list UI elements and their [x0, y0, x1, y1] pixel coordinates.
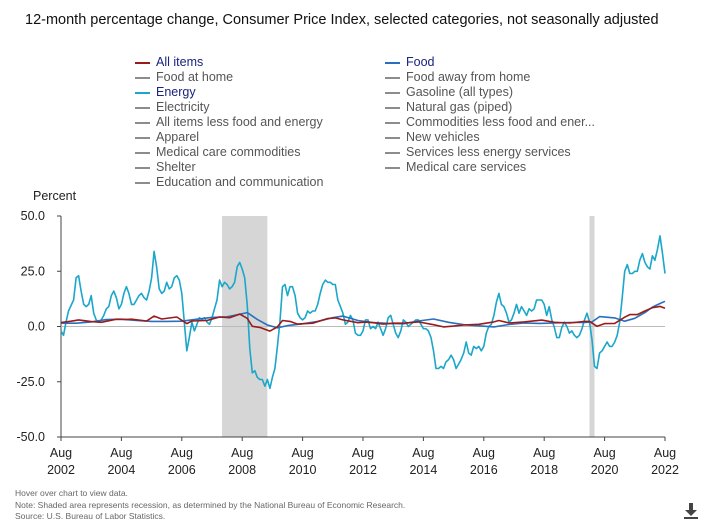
- legend-label: Energy: [156, 85, 196, 99]
- legend-swatch: [385, 151, 400, 154]
- legend-swatch: [385, 136, 400, 139]
- x-tick-month: Aug: [171, 446, 193, 460]
- recession-note: Note: Shaded area represents recession, …: [15, 499, 406, 510]
- legend-swatch: [385, 91, 400, 94]
- legend-item[interactable]: Food at home: [135, 70, 375, 85]
- legend-item[interactable]: Food away from home: [385, 70, 635, 85]
- legend-label: Services less energy services: [406, 145, 571, 159]
- y-tick-label: -50.0: [17, 430, 46, 444]
- legend-item[interactable]: Medical care services: [385, 160, 635, 175]
- legend-label: New vehicles: [406, 130, 480, 144]
- legend-swatch: [385, 166, 400, 169]
- x-tick-month: Aug: [50, 446, 72, 460]
- series-line-energy[interactable]: [60, 235, 666, 390]
- legend-label: Electricity: [156, 100, 210, 114]
- legend-item[interactable]: Commodities less food and ener...: [385, 115, 635, 130]
- y-tick-label: -25.0: [17, 375, 46, 389]
- y-tick-label: 0.0: [28, 320, 45, 334]
- x-tick-month: Aug: [473, 446, 495, 460]
- legend-item[interactable]: Apparel: [135, 130, 375, 145]
- legend-item[interactable]: Energy: [135, 85, 375, 100]
- legend-label: Food: [406, 55, 435, 69]
- legend-item[interactable]: New vehicles: [385, 130, 635, 145]
- legend-label: Natural gas (piped): [406, 100, 513, 114]
- legend-label: Commodities less food and ener...: [406, 115, 595, 129]
- series-line-food[interactable]: [61, 300, 666, 329]
- legend-swatch: [135, 151, 150, 154]
- x-tick-year: 2012: [349, 463, 377, 477]
- line-chart[interactable]: 50.0 25.0 0.0 -25.0 -50.0 Aug 2002 Aug 2004 Aug 20…: [0, 0, 715, 486]
- x-tick-month: Aug: [110, 446, 132, 460]
- legend-label: Medical care commodities: [156, 145, 301, 159]
- x-tick-year: 2018: [530, 463, 558, 477]
- legend-swatch: [135, 136, 150, 139]
- legend-swatch: [135, 106, 150, 109]
- x-tick-year: 2014: [409, 463, 437, 477]
- axes-group: 50.0 25.0 0.0 -25.0 -50.0 Aug 2002 Aug 2004 Aug 20…: [17, 209, 679, 477]
- legend-left-column: All items Food at home Energy Electricity Al…: [135, 55, 375, 190]
- x-tick-year: 2004: [107, 463, 135, 477]
- x-tick-year: 2016: [470, 463, 498, 477]
- legend-label: Medical care services: [406, 160, 527, 174]
- y-tick-label: 25.0: [21, 264, 45, 278]
- y-axis-label: Percent: [33, 189, 77, 203]
- x-tick-year: 2010: [289, 463, 317, 477]
- legend-item[interactable]: Electricity: [135, 100, 375, 115]
- legend-swatch: [135, 166, 150, 169]
- x-tick-month: Aug: [231, 446, 253, 460]
- x-tick-month: Aug: [533, 446, 555, 460]
- legend-item[interactable]: Services less energy services: [385, 145, 635, 160]
- legend-item[interactable]: Natural gas (piped): [385, 100, 635, 115]
- legend-item[interactable]: Food: [385, 55, 635, 70]
- legend-label: Gasoline (all types): [406, 85, 513, 99]
- legend-label: Shelter: [156, 160, 196, 174]
- legend-right-column: Food Food away from home Gasoline (all typ…: [385, 55, 635, 175]
- series-group: [60, 235, 666, 390]
- legend-item[interactable]: Gasoline (all types): [385, 85, 635, 100]
- x-tick-month: Aug: [654, 446, 676, 460]
- legend-swatch: [385, 121, 400, 124]
- x-tick-year: 2002: [47, 463, 75, 477]
- legend-item[interactable]: All items: [135, 55, 375, 70]
- legend-label: Food away from home: [406, 70, 531, 84]
- legend-item[interactable]: Shelter: [135, 160, 375, 175]
- legend-swatch: [385, 76, 400, 79]
- download-icon[interactable]: [683, 502, 699, 520]
- x-tick-year: 2022: [651, 463, 679, 477]
- legend-swatch: [135, 61, 150, 64]
- source-note: Source: U.S. Bureau of Labor Statistics.: [15, 511, 166, 521]
- legend-label: Education and communication: [156, 175, 324, 189]
- legend-item[interactable]: Education and communication: [135, 175, 375, 190]
- x-tick-year: 2008: [228, 463, 256, 477]
- legend-swatch: [385, 106, 400, 109]
- series-line-all-items[interactable]: [60, 305, 666, 332]
- legend-label: All items: [156, 55, 204, 69]
- legend-swatch: [135, 181, 150, 184]
- legend-swatch: [135, 76, 150, 79]
- y-tick-label: 50.0: [21, 209, 45, 223]
- x-tick-year: 2020: [591, 463, 619, 477]
- chart-notes: Hover over chart to view data. Note: Sha…: [15, 488, 405, 523]
- x-tick-month: Aug: [291, 446, 313, 460]
- legend-swatch: [135, 91, 150, 94]
- legend-swatch: [135, 121, 150, 124]
- legend-item[interactable]: All items less food and energy: [135, 115, 375, 130]
- x-tick-month: Aug: [593, 446, 615, 460]
- legend-label: Apparel: [156, 130, 200, 144]
- x-tick-year: 2006: [168, 463, 196, 477]
- legend-label: Food at home: [156, 70, 234, 84]
- x-tick-month: Aug: [412, 446, 434, 460]
- legend-item[interactable]: Medical care commodities: [135, 145, 375, 160]
- hover-hint: Hover over chart to view data.: [15, 488, 128, 498]
- legend-label: All items less food and energy: [156, 115, 323, 129]
- x-tick-month: Aug: [352, 446, 374, 460]
- chart-title: 12-month percentage change, Consumer Pri…: [25, 12, 659, 28]
- legend-swatch: [385, 61, 400, 64]
